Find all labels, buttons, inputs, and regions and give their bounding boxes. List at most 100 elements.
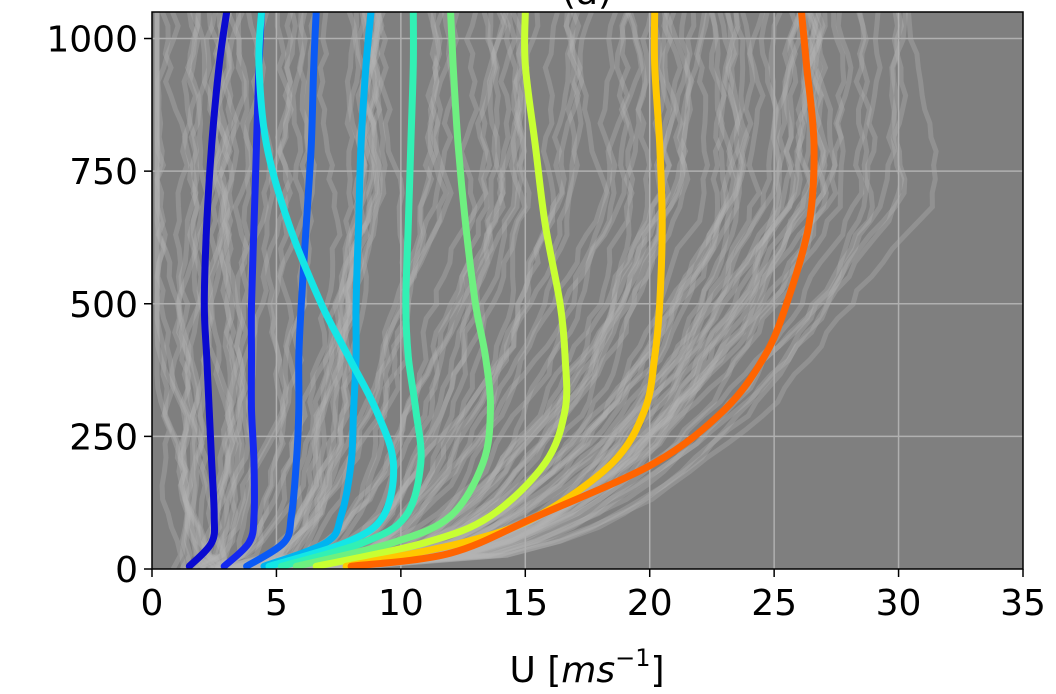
x-tick-label: 35	[1000, 583, 1046, 624]
plot-frame	[151, 11, 1024, 570]
ensemble-profile	[271, 12, 632, 569]
x-axis-label-unit: ms	[561, 650, 615, 691]
ensemble-profile	[281, 12, 653, 569]
ensemble-profile	[175, 12, 215, 569]
ensemble-profile	[201, 12, 368, 569]
ensemble-profile	[305, 12, 804, 569]
ensemble-profile	[299, 12, 939, 569]
ensemble-profile	[195, 12, 298, 569]
ensemble-profile	[303, 12, 838, 569]
ensemble-profile	[216, 12, 497, 569]
ensemble-profile	[252, 12, 695, 569]
x-tick-label: 5	[265, 583, 288, 624]
series-line	[347, 12, 818, 569]
ensemble-profile	[314, 12, 908, 569]
ensemble-profile	[154, 12, 184, 569]
ensemble-profile	[154, 12, 191, 569]
ensemble-profile	[255, 12, 456, 569]
y-axis-ticks: 0 250 500 750 1000	[46, 20, 152, 591]
x-axis-ticks: 0 5 10 15 20 25 30 35	[141, 569, 1046, 624]
ensemble-profile	[275, 12, 800, 569]
ensemble-profile	[214, 12, 245, 569]
ensemble-profile	[298, 12, 711, 569]
ensemble-profile	[244, 12, 386, 569]
x-axis-label-exponent: −1	[615, 644, 650, 672]
y-tick-label: 1000	[46, 20, 138, 61]
ensemble-profile	[222, 12, 532, 569]
series-line	[220, 12, 265, 569]
ensemble-profile	[207, 12, 385, 569]
ensemble-profile	[319, 12, 883, 569]
series-line	[260, 12, 375, 569]
ensemble-profile	[243, 12, 697, 569]
series-line	[312, 12, 571, 569]
ensemble-profile	[309, 12, 908, 569]
ensemble-profile	[316, 12, 746, 569]
ensemble-profile	[178, 12, 234, 569]
series-line	[292, 12, 494, 569]
ensemble-profile	[278, 12, 654, 569]
ensemble-profile	[295, 12, 729, 569]
ensemble-profile	[177, 12, 207, 569]
ensemble-profile	[235, 12, 375, 569]
ensemble-profile	[332, 12, 909, 569]
series-line	[277, 12, 425, 569]
ensemble-profile	[274, 12, 669, 569]
x-axis-label-main: U [	[509, 650, 561, 691]
ensemble-profile	[240, 12, 688, 569]
ensemble-profile	[187, 12, 294, 569]
ensemble-profile	[321, 12, 803, 569]
ensemble-profile	[335, 12, 829, 569]
x-tick-label: 0	[141, 583, 164, 624]
series-line	[255, 12, 398, 569]
x-axis-label: U [ms−1]	[509, 644, 664, 691]
ensemble-profile	[291, 12, 528, 569]
ensemble-profile	[278, 12, 819, 569]
ensemble-profile	[278, 12, 518, 569]
x-axis-label-close: ]	[651, 650, 665, 691]
ensemble-profile	[216, 12, 499, 569]
chart-title: (a)	[562, 0, 612, 13]
ensemble-profile	[185, 12, 251, 569]
ensemble-profile	[191, 12, 236, 569]
ensemble-profile	[312, 12, 816, 569]
ensemble-profile	[294, 12, 677, 569]
x-tick-label: 25	[751, 583, 797, 624]
ensemble-profile	[285, 12, 741, 569]
ensemble-profile	[286, 12, 580, 569]
x-tick-label: 10	[378, 583, 424, 624]
y-tick-label: 500	[69, 285, 138, 326]
ensemble-profile	[291, 12, 817, 569]
ensemble-profile	[272, 12, 541, 569]
ensemble-profile	[268, 12, 711, 569]
ensemble-profile	[281, 12, 594, 569]
ensemble-profile	[154, 12, 225, 569]
ensemble-profile	[265, 12, 360, 569]
y-tick-label: 250	[69, 417, 138, 458]
mean-profiles	[185, 12, 818, 569]
ensemble-profile	[270, 12, 741, 569]
ensemble-profile	[278, 12, 803, 569]
ensemble-profile	[301, 12, 828, 569]
ensemble-profile	[240, 12, 610, 569]
series-line	[185, 12, 231, 569]
y-tick-label: 0	[115, 550, 138, 591]
ensemble-profile	[154, 12, 237, 569]
ensemble-profile	[288, 12, 644, 569]
ensemble-profile	[221, 12, 318, 569]
ensemble-profile	[243, 12, 442, 569]
ensemble-profile	[229, 12, 293, 569]
ensemble-profile	[256, 12, 383, 569]
y-tick-label: 750	[69, 152, 138, 193]
ensemble-profile	[154, 12, 220, 569]
ensemble-profile	[249, 12, 581, 569]
x-tick-label: 15	[502, 583, 548, 624]
ensemble-profile	[189, 12, 235, 569]
ensemble-profile	[255, 12, 741, 569]
ensemble-profile	[225, 12, 529, 569]
ensemble-profile	[182, 12, 232, 569]
x-tick-label: 20	[627, 583, 673, 624]
series-line	[243, 12, 320, 569]
ensemble-profile	[160, 12, 194, 569]
